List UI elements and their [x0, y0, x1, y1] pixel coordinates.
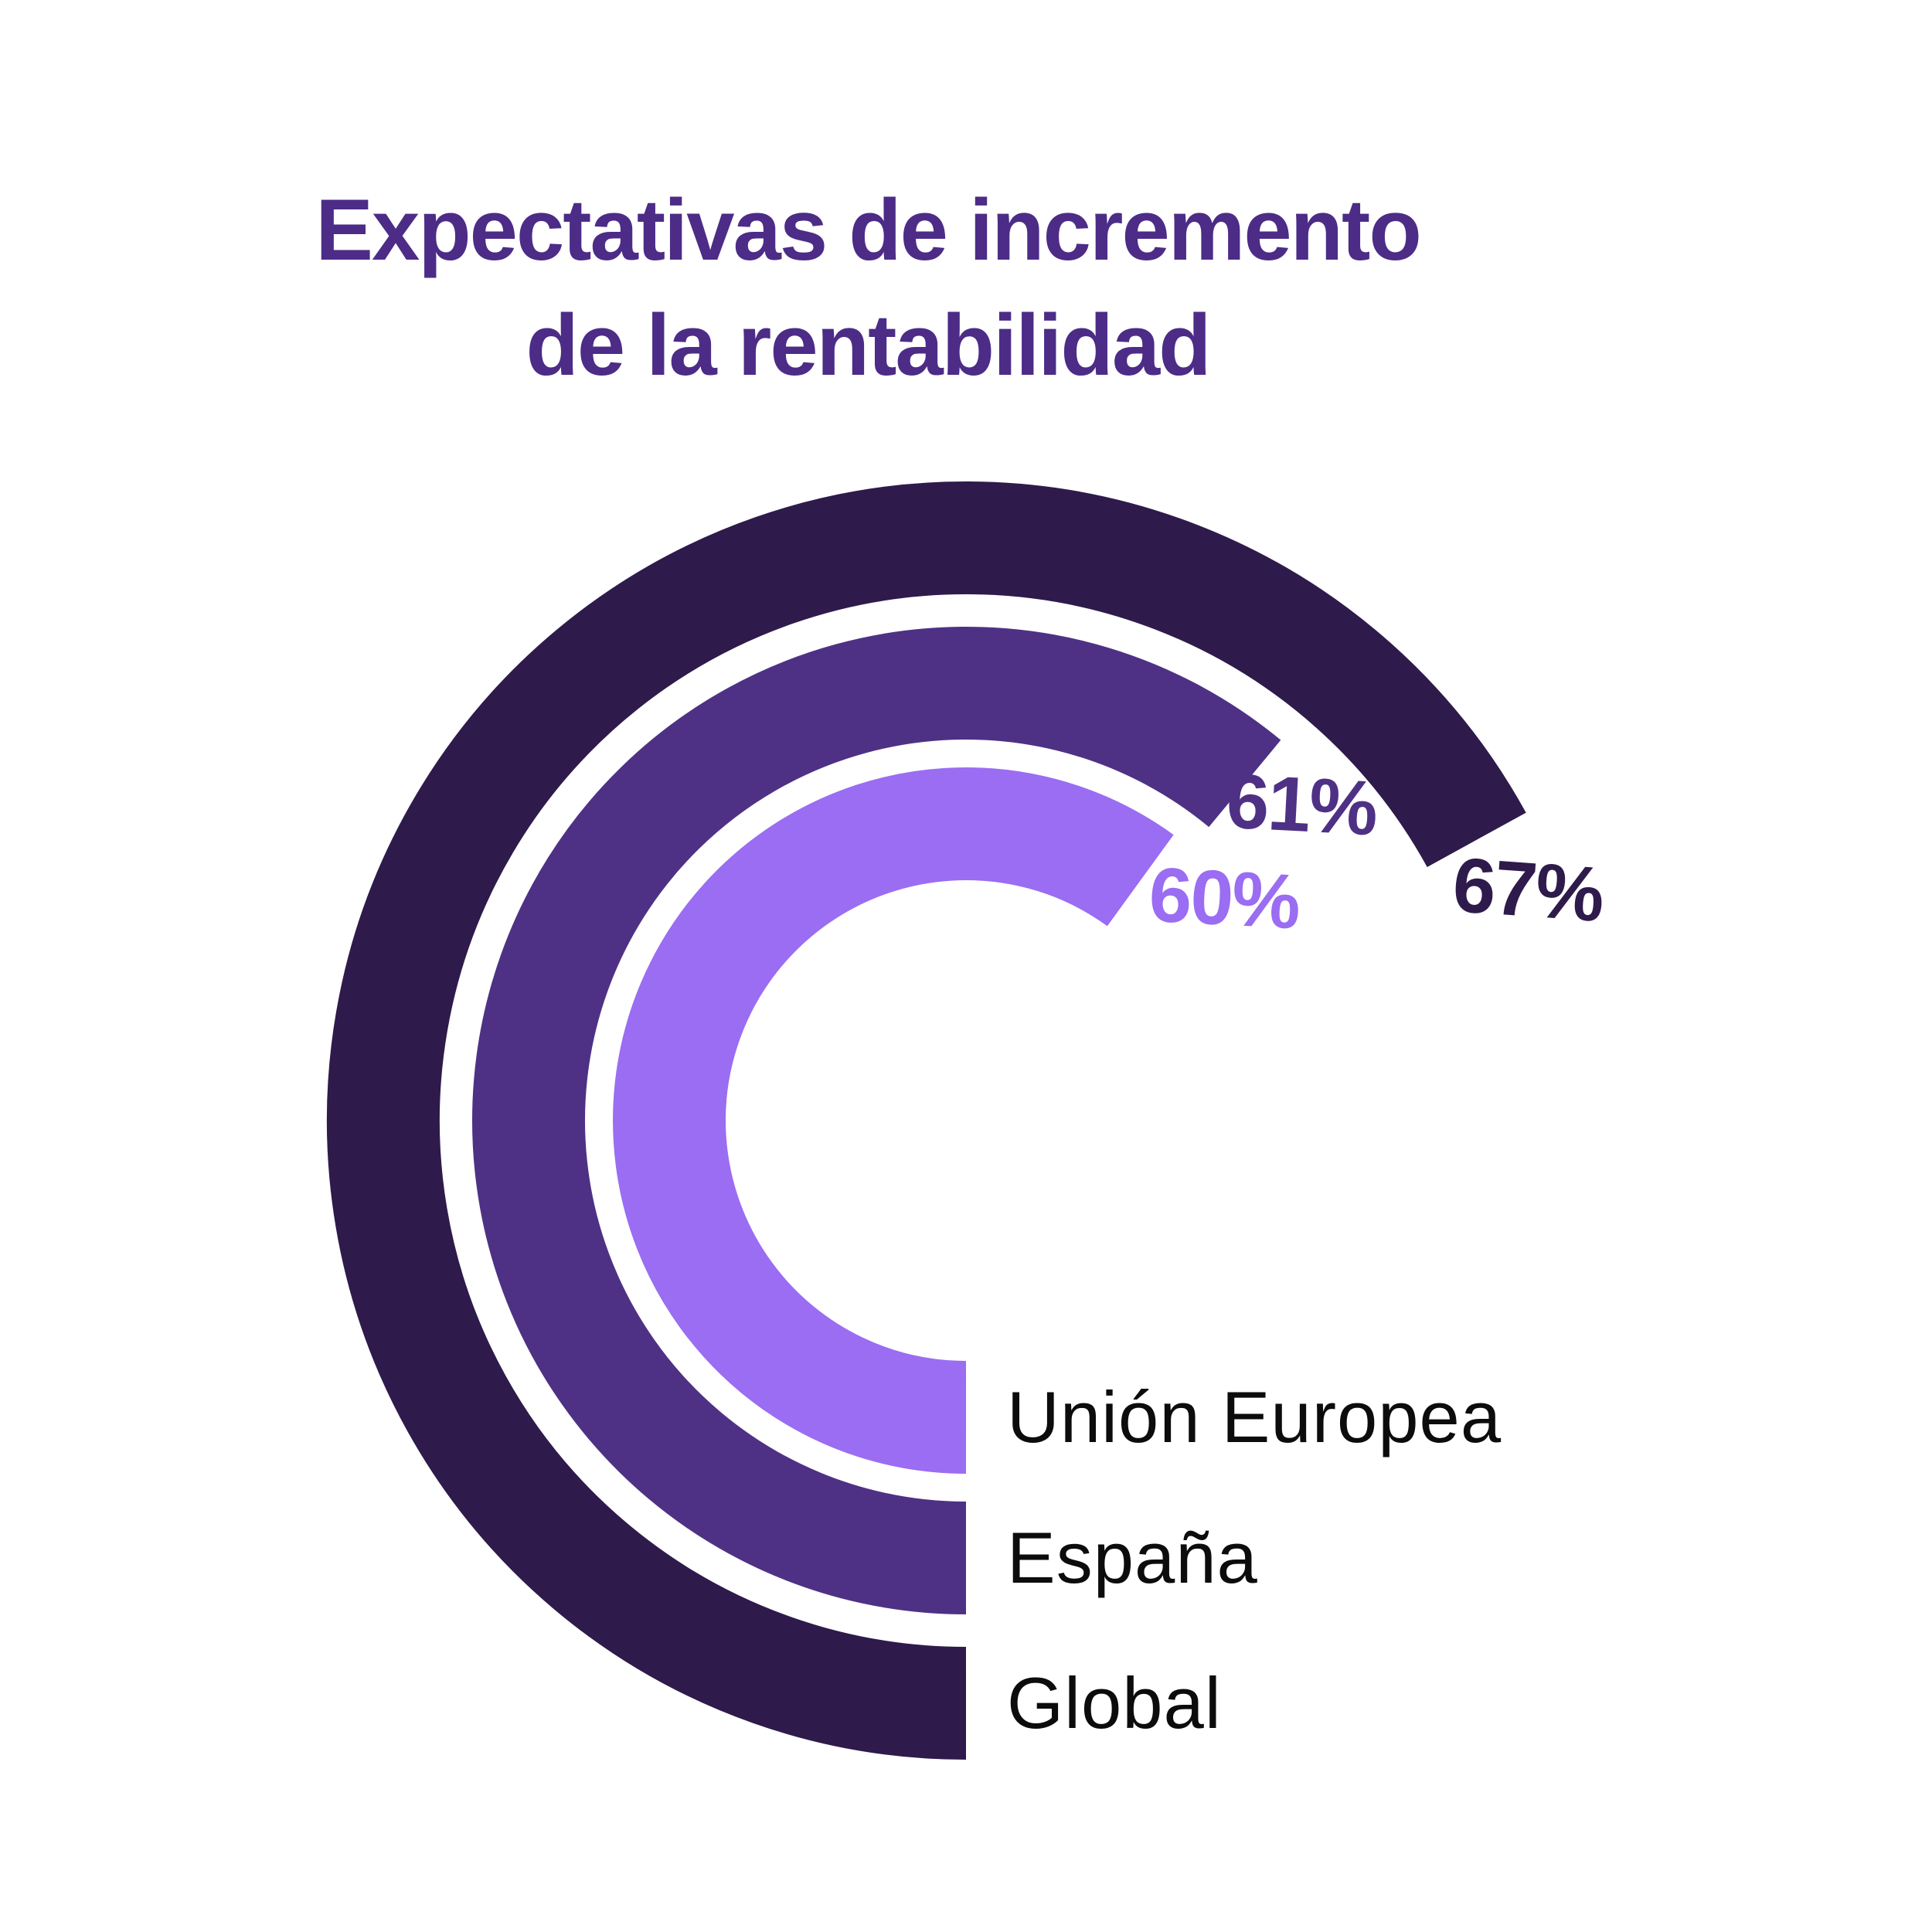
chart-title-line-2: de la rentabilidad: [526, 297, 1211, 394]
legend-label-global: Global: [1007, 1662, 1222, 1743]
ring-global: [326, 481, 1526, 1760]
value-label-union-europea: 60%: [1147, 851, 1301, 946]
ring-espana: [472, 627, 1281, 1614]
chart-title-line-1: Expectativas de incremento: [315, 182, 1421, 279]
ring-union-europea: [613, 767, 1174, 1474]
chart-title: Expectativas de incremento de la rentabi…: [250, 172, 1486, 403]
value-label-global: 67%: [1450, 841, 1606, 939]
legend-label-union-europea: Unión Europea: [1007, 1376, 1502, 1458]
legend-label-espana: España: [1007, 1517, 1258, 1598]
value-label-espana: 61%: [1224, 757, 1379, 852]
